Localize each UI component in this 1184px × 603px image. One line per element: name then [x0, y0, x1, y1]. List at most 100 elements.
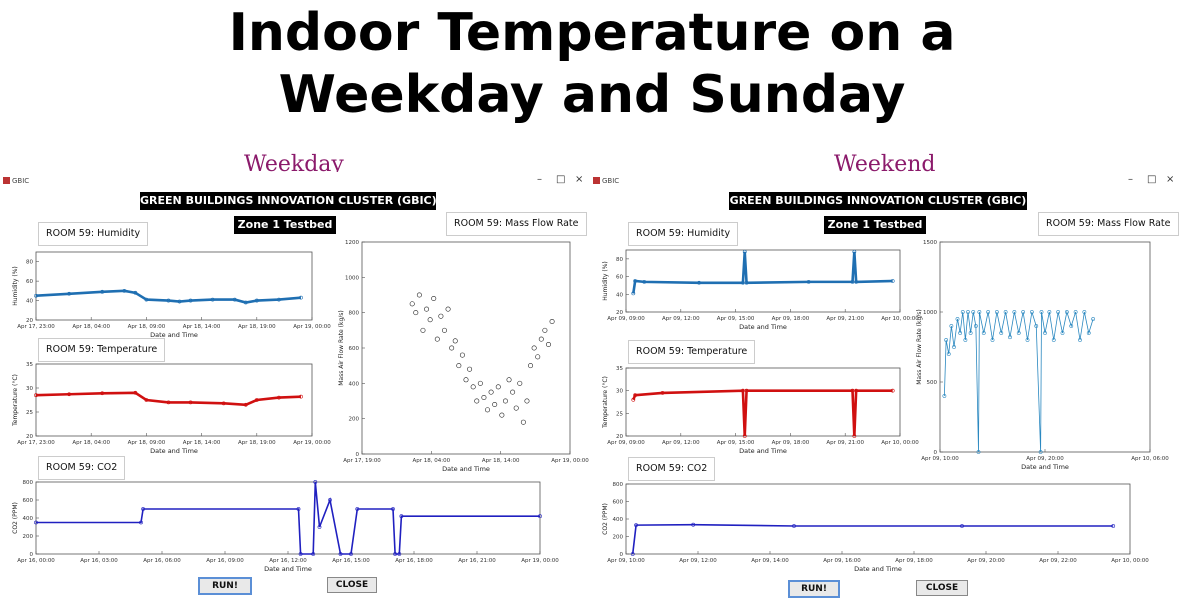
data-point [393, 552, 398, 556]
data-point [850, 279, 855, 284]
data-point [100, 289, 105, 294]
data-point [531, 345, 537, 351]
data-point [545, 341, 551, 347]
data-point [441, 327, 447, 333]
x-tick-label: Apr 10, 06:00 [1131, 456, 1169, 462]
y-axis-label: Temperature (°C) [602, 376, 609, 429]
data-point [520, 419, 526, 425]
x-tick-label: Apr 18, 04:00 [72, 324, 110, 330]
data-point [502, 398, 508, 404]
series-line [631, 523, 1114, 555]
maximize-icon[interactable]: □ [1147, 174, 1157, 185]
y-tick-label: 40 [26, 299, 33, 305]
x-tick-label: Apr 09, 10:00 [607, 558, 645, 564]
x-tick-label: Apr 10, 00:00 [881, 316, 919, 322]
data-point [1003, 310, 1008, 314]
x-tick-label: Apr 09, 09:00 [607, 316, 645, 322]
y-tick-label: 35 [616, 366, 623, 372]
close-icon[interactable]: × [575, 174, 584, 185]
y-tick-label: 30 [26, 386, 33, 392]
data-point [166, 298, 171, 303]
data-point [660, 391, 665, 395]
data-point [792, 524, 796, 528]
x-tick-label: Apr 16, 06:00 [143, 558, 181, 564]
run-button[interactable]: RUN! [198, 577, 252, 595]
y-axis-label: Mass Air Flow Rate (kg/s) [916, 309, 923, 385]
x-tick-label: Apr 09, 18:00 [895, 558, 933, 564]
data-point [495, 384, 501, 390]
x-tick-label: Apr 09, 21:00 [826, 316, 864, 322]
data-point [642, 279, 647, 284]
x-tick-label: Apr 16, 15:00 [332, 558, 370, 564]
data-point [691, 522, 696, 527]
minimize-icon[interactable]: – [537, 174, 542, 185]
data-point [741, 388, 745, 393]
data-point [535, 354, 541, 360]
close-button[interactable]: CLOSE [916, 580, 968, 596]
data-point [942, 394, 947, 398]
data-point [990, 338, 995, 342]
data-point [470, 384, 476, 390]
data-point [986, 310, 991, 314]
data-point [488, 389, 494, 395]
data-point [806, 279, 811, 284]
data-point [459, 352, 465, 358]
data-point [144, 297, 149, 302]
data-point [313, 480, 318, 484]
data-point [1078, 338, 1082, 342]
data-point [1008, 335, 1012, 340]
data-point [1064, 310, 1069, 314]
data-point [949, 324, 954, 328]
data-point [890, 279, 895, 283]
weekday-temperature-chart: 20 25 30 35 Apr 17, 23:00 Apr 18, 04:00 Apr 18… [12, 362, 331, 455]
window-title: GBIC [12, 177, 30, 185]
y-tick-label: 500 [927, 380, 938, 386]
data-point [1051, 338, 1056, 342]
x-tick-label: Apr 09, 20:00 [1026, 456, 1064, 462]
y-tick-label: 35 [26, 362, 33, 368]
x-tick-label: Apr 18, 04:00 [413, 458, 451, 464]
minimize-icon[interactable]: – [1128, 174, 1133, 185]
x-tick-label: Apr 18, 04:00 [72, 440, 110, 446]
maximize-icon[interactable]: □ [556, 174, 566, 185]
data-point [960, 310, 965, 314]
data-point [399, 514, 404, 519]
data-point [944, 338, 949, 342]
y-tick-label: 200 [349, 417, 360, 423]
run-button[interactable]: RUN! [788, 580, 840, 598]
data-point [481, 394, 487, 400]
x-tick-label: Apr 16, 21:00 [458, 558, 496, 564]
data-point [409, 301, 415, 307]
data-point [456, 363, 462, 369]
y-tick-label: 400 [349, 381, 360, 387]
y-tick-label: 1200 [345, 240, 359, 246]
x-tick-label: Apr 18, 09:00 [128, 324, 166, 330]
data-point [744, 388, 749, 393]
data-point [166, 400, 171, 405]
x-tick-label: Apr 09, 15:00 [717, 316, 755, 322]
data-point [852, 249, 857, 254]
y-tick-label: 600 [613, 500, 624, 506]
data-point [254, 398, 259, 402]
data-point [634, 523, 638, 528]
y-tick-label: 1500 [923, 240, 937, 246]
data-point [133, 390, 138, 395]
x-axis-label: Date and Time [150, 447, 198, 455]
data-point [232, 297, 237, 302]
data-point [513, 405, 519, 411]
y-axis-label: Humidity (%) [12, 266, 19, 306]
close-button[interactable]: CLOSE [327, 577, 377, 593]
close-icon[interactable]: × [1166, 174, 1175, 185]
plot-area [35, 251, 313, 321]
x-tick-label: Apr 18, 19:00 [238, 440, 276, 446]
app-icon [3, 177, 10, 184]
y-tick-label: 0 [934, 450, 938, 456]
y-tick-label: 60 [616, 275, 623, 281]
data-point [449, 345, 455, 351]
data-point [34, 293, 38, 298]
y-tick-label: 80 [26, 260, 33, 266]
x-tick-label: Apr 16, 09:00 [206, 558, 244, 564]
x-tick-label: Apr 16, 12:00 [269, 558, 307, 564]
data-point [210, 297, 215, 302]
y-tick-label: 200 [613, 535, 624, 541]
